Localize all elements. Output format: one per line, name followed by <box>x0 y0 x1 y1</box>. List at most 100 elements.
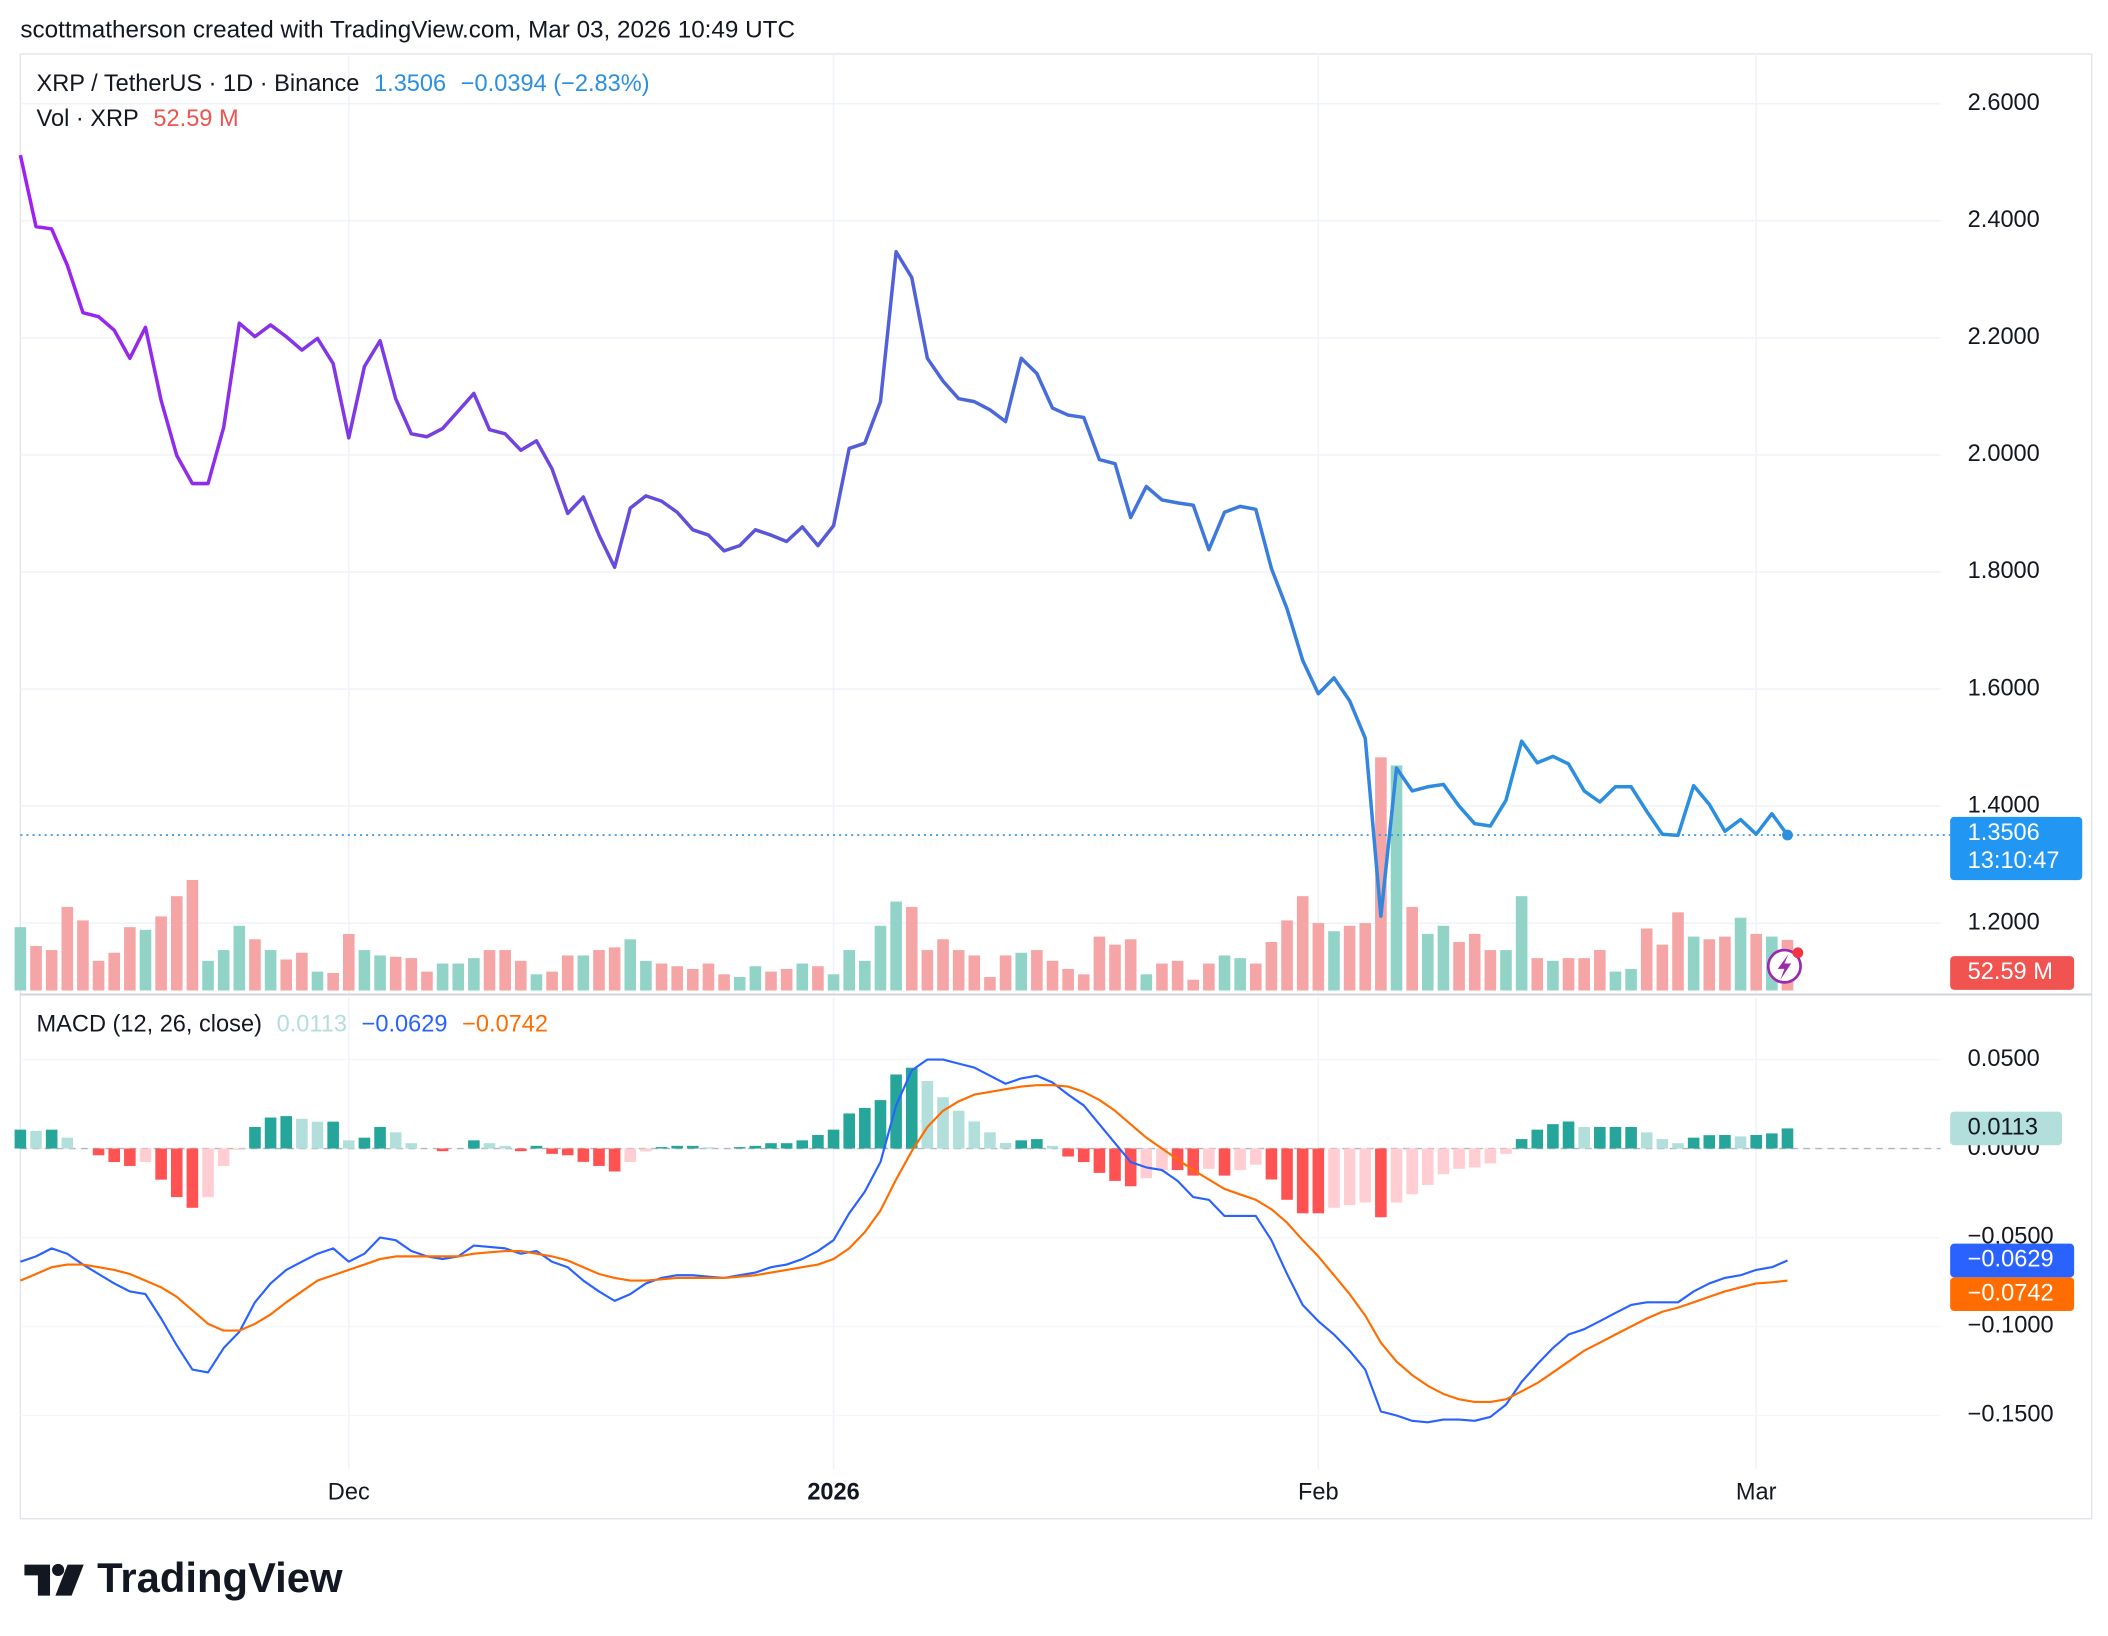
histogram-bar <box>405 1143 418 1149</box>
volume-bar <box>1734 917 1747 991</box>
histogram-bar <box>1578 1126 1590 1149</box>
x-tick-label: 2026 <box>807 1478 859 1504</box>
volume-bar <box>1640 928 1653 991</box>
histogram-bar <box>968 1121 981 1149</box>
volume-bar <box>1328 931 1340 991</box>
price-change: −0.0394 (−2.83%) <box>461 70 650 96</box>
volume-bar <box>733 977 746 991</box>
volume-bar <box>577 955 590 991</box>
histogram-bar <box>1672 1143 1684 1149</box>
histogram-bar <box>124 1148 136 1166</box>
price-tag-bg <box>1950 816 2083 881</box>
volume-bar <box>1343 925 1356 991</box>
volume-bar <box>217 950 230 991</box>
y-tick-label: 0.0500 <box>1968 1045 2040 1071</box>
histogram-bar <box>1203 1148 1215 1169</box>
volume-bar <box>1656 944 1669 991</box>
volume-bar <box>1562 958 1575 991</box>
bar-layer <box>14 757 1794 1218</box>
histogram-bar <box>1719 1134 1731 1149</box>
volume-bar <box>1719 936 1731 991</box>
histogram-bar <box>327 1121 339 1149</box>
volume-bar <box>1359 923 1372 991</box>
histogram-bar <box>1453 1148 1465 1169</box>
histogram-bar <box>1124 1148 1137 1187</box>
volume-bar <box>108 952 121 991</box>
volume-bar <box>389 956 402 991</box>
volume-bar <box>499 950 511 991</box>
volume-bar <box>937 939 949 991</box>
macd-line <box>20 1058 1788 1424</box>
logo-mark-3 <box>55 1564 84 1596</box>
volume-bar <box>843 950 855 991</box>
histogram-bar <box>1781 1128 1794 1149</box>
histogram-bar <box>1625 1126 1637 1149</box>
volume-bar <box>859 960 871 991</box>
histogram-bar <box>921 1081 934 1149</box>
volume-bar <box>233 925 246 991</box>
volume-bar <box>812 966 824 991</box>
histogram-bar <box>577 1148 590 1162</box>
volume-bar <box>1406 906 1418 991</box>
histogram-bar <box>249 1126 261 1149</box>
alert-bolt <box>1777 954 1792 980</box>
last-price: 1.3506 <box>374 70 446 96</box>
histogram-bar <box>170 1148 183 1198</box>
volume-bar <box>921 950 934 991</box>
histogram-bar <box>1077 1148 1090 1163</box>
histogram-bar <box>1109 1148 1121 1181</box>
volume-bar <box>1249 963 1262 991</box>
histogram-bar <box>217 1148 230 1166</box>
histogram-bar <box>640 1148 652 1152</box>
last-price-dot <box>1782 829 1793 841</box>
volume-tag-text: 52.59 M <box>1968 958 2053 984</box>
volume-bar <box>1468 933 1481 991</box>
logo-text: TradingView <box>97 1554 343 1601</box>
histogram-bar <box>1312 1148 1325 1214</box>
volume-bar <box>1031 950 1043 991</box>
histogram-bar <box>952 1110 965 1149</box>
volume-bar <box>14 927 27 991</box>
volume-bar <box>1484 950 1497 991</box>
volume-bar <box>718 974 730 991</box>
histogram-bar <box>45 1129 58 1149</box>
volume-bar <box>1093 936 1106 991</box>
volume-bar <box>671 966 683 991</box>
volume-bar <box>1156 963 1168 991</box>
symbol-name: XRP / TetherUS · 1D · Binance <box>37 70 360 96</box>
histogram-bar <box>1062 1148 1074 1157</box>
volume-bar <box>170 896 183 991</box>
y-tick-label: 2.6000 <box>1968 89 2040 115</box>
histogram-bar <box>561 1148 574 1156</box>
histogram-bar <box>280 1116 293 1149</box>
volume-bar <box>374 955 386 991</box>
volume-bar <box>452 963 465 991</box>
volume-bar <box>1077 974 1090 991</box>
volume-bar <box>296 952 308 991</box>
volume-bar <box>952 950 965 991</box>
volume-bar <box>687 968 699 991</box>
volume-bar <box>890 901 902 991</box>
histogram-bar <box>108 1148 121 1163</box>
histogram-bar <box>796 1140 809 1149</box>
histogram-bar <box>499 1145 511 1149</box>
volume-bar <box>765 971 777 991</box>
volume-bar <box>1453 941 1465 991</box>
x-tick-label: Dec <box>328 1478 370 1504</box>
volume-bar <box>561 955 574 991</box>
volume-bar <box>1594 950 1606 991</box>
volume-bar <box>1375 757 1387 991</box>
alert-icon <box>1766 947 1804 984</box>
histogram-bar <box>1296 1148 1309 1214</box>
histogram-bar <box>1359 1148 1372 1203</box>
histogram-bar <box>264 1117 277 1149</box>
volume-bar <box>1687 936 1700 991</box>
volume-bar <box>1187 979 1200 991</box>
histogram-bar <box>1422 1148 1434 1186</box>
histogram-bar <box>483 1143 496 1149</box>
macd-last: −0.0629 <box>362 1011 448 1037</box>
volume-bar <box>1265 941 1278 991</box>
volume-bar <box>1500 950 1512 991</box>
volume-bar <box>1703 939 1716 991</box>
